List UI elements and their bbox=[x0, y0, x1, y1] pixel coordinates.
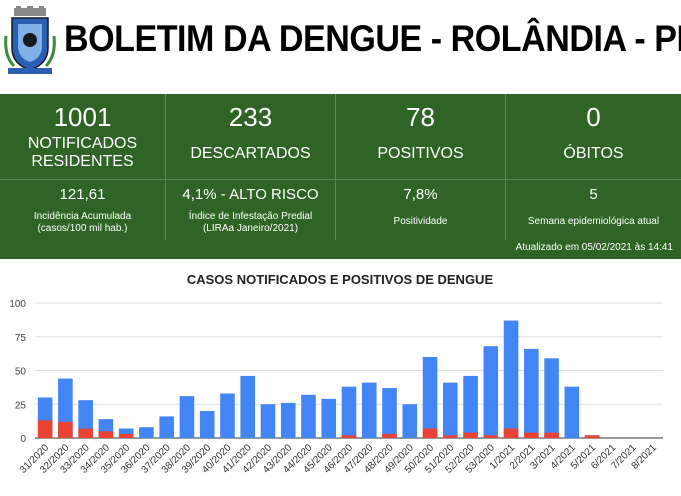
stat-label: DESCARTADOS bbox=[190, 145, 311, 162]
bar-notificados bbox=[463, 375, 478, 438]
bar-positivos bbox=[442, 435, 458, 438]
y-tick-label: 50 bbox=[15, 367, 27, 378]
bar-positivos bbox=[544, 432, 559, 438]
bar-notificados bbox=[280, 402, 296, 438]
stat-value: 1001 bbox=[53, 102, 112, 132]
page-title: BOLETIM DA DENGUE - ROLÂNDIA - PR bbox=[64, 18, 681, 59]
bar-notificados bbox=[402, 404, 418, 438]
stat-value: 4,1% - ALTO RISCO bbox=[182, 186, 319, 203]
city-coat-of-arms-icon bbox=[4, 6, 56, 74]
dengue-bar-chart: CASOS NOTIFICADOS E POSITIVOS DE DENGUE 0… bbox=[9, 272, 663, 476]
bar-notificados bbox=[361, 382, 377, 438]
bar-positivos bbox=[341, 435, 357, 438]
bar-notificados bbox=[341, 386, 357, 438]
stat-obitos: 0 ÓBITOS bbox=[506, 94, 681, 180]
stat-notificados: 1001 NOTIFICADOS RESIDENTES bbox=[0, 94, 166, 180]
y-tick-label: 25 bbox=[15, 400, 27, 411]
updated-timestamp: Atualizado em 05/02/2021 às 14:41 bbox=[515, 242, 673, 253]
stat-label: POSITIVOS bbox=[377, 145, 464, 162]
stat-label: ÓBITOS bbox=[563, 145, 624, 162]
stat-value: 233 bbox=[228, 102, 273, 132]
bar-notificados bbox=[422, 357, 438, 438]
stat-label: Positividade bbox=[393, 216, 448, 227]
bar-notificados bbox=[321, 398, 337, 438]
bar-notificados bbox=[564, 386, 580, 438]
stats-panel bbox=[0, 94, 681, 259]
bar-notificados bbox=[483, 346, 499, 438]
stat-value: 5 bbox=[589, 186, 598, 203]
bar-notificados bbox=[139, 427, 154, 438]
bar-positivos bbox=[118, 433, 134, 438]
bar-positivos bbox=[58, 421, 73, 438]
stat-value: 78 bbox=[406, 102, 435, 132]
stat-value: 0 bbox=[586, 102, 601, 132]
stat-value: 7,8% bbox=[403, 186, 438, 203]
y-tick-label: 75 bbox=[15, 333, 27, 344]
stat-label: NOTIFICADOS RESIDENTES bbox=[27, 135, 138, 170]
stat-incidencia: 121,61 Incidência Acumulada (casos/100 mi… bbox=[0, 180, 166, 240]
bar-notificados bbox=[240, 375, 256, 438]
bar-notificados bbox=[159, 416, 174, 438]
bar-positivos bbox=[98, 431, 114, 438]
y-tick-label: 100 bbox=[9, 299, 26, 310]
stat-label: Incidência Acumulada (casos/100 mil hab.) bbox=[33, 211, 132, 234]
bar-positivos bbox=[503, 428, 519, 438]
bar-positivos bbox=[37, 420, 53, 438]
bar-positivos bbox=[382, 433, 397, 438]
stat-value: 121,61 bbox=[59, 186, 106, 203]
bar-positivos bbox=[483, 435, 499, 438]
bar-notificados bbox=[260, 404, 276, 438]
bar-notificados bbox=[503, 320, 519, 438]
bar-notificados bbox=[118, 428, 134, 438]
bar-notificados bbox=[382, 388, 397, 438]
bar-notificados bbox=[179, 396, 195, 438]
stat-descartados: 233 DESCARTADOS bbox=[166, 94, 336, 180]
bar-positivos bbox=[78, 428, 93, 438]
bar-notificados bbox=[524, 348, 539, 438]
bar-notificados bbox=[78, 400, 93, 438]
bar-positivos bbox=[524, 432, 539, 438]
stat-semana: 5 Semana epidemiológica atual bbox=[506, 180, 681, 240]
bar-notificados bbox=[199, 411, 215, 438]
bar-notificados bbox=[220, 393, 235, 438]
bar-positivos bbox=[584, 435, 600, 438]
stat-label: Índice de Infestação Predial (LIRAa Janei… bbox=[188, 211, 313, 234]
bar-notificados bbox=[544, 358, 559, 438]
y-tick-label: 0 bbox=[20, 434, 26, 445]
header: BOLETIM DA DENGUE - ROLÂNDIA - PR bbox=[0, 0, 681, 94]
bar-positivos bbox=[463, 432, 478, 438]
bar-positivos bbox=[422, 428, 438, 438]
chart-title: CASOS NOTIFICADOS E POSITIVOS DE DENGUE bbox=[187, 272, 494, 287]
stat-infestacao: 4,1% - ALTO RISCO Índice de Infestação P… bbox=[166, 180, 336, 240]
bar-notificados bbox=[442, 382, 458, 438]
chart-area: CASOS NOTIFICADOS E POSITIVOS DE DENGUE 0… bbox=[0, 259, 681, 491]
stat-label: Semana epidemiológica atual bbox=[527, 216, 660, 227]
bar-notificados bbox=[301, 394, 316, 438]
stat-positivos: 78 POSITIVOS bbox=[336, 94, 506, 180]
stat-positividade: 7,8% Positividade bbox=[336, 180, 506, 240]
